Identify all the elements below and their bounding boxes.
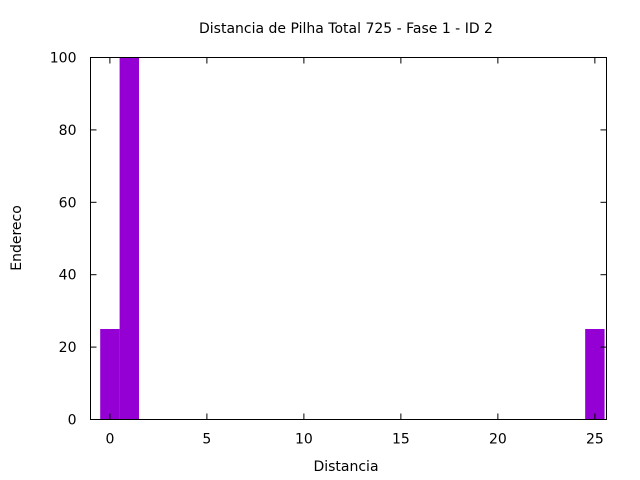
bar [585,329,605,420]
bars-group [100,57,605,420]
bar [100,329,120,420]
x-tick-label: 15 [392,432,410,448]
y-axis: 0 20 40 60 80 100 [50,51,607,429]
x-axis-label: Distancia [313,459,378,475]
y-tick-label: 0 [68,413,77,429]
x-tick-label: 10 [295,432,313,448]
y-tick-label: 100 [50,51,77,67]
chart-title: Distancia de Pilha Total 725 - Fase 1 - … [199,21,493,37]
plot-frame [90,57,607,420]
y-axis-label: Endereco [9,205,25,271]
bar [119,57,139,420]
y-tick-label: 40 [59,268,77,284]
y-tick-label: 20 [59,340,77,356]
x-tick-label: 5 [202,432,211,448]
x-axis: 0 5 10 15 20 25 [105,57,604,448]
x-tick-label: 25 [586,432,604,448]
x-tick-label: 20 [489,432,507,448]
y-tick-label: 80 [59,123,77,139]
x-tick-label: 0 [105,432,114,448]
y-tick-label: 60 [59,195,77,211]
